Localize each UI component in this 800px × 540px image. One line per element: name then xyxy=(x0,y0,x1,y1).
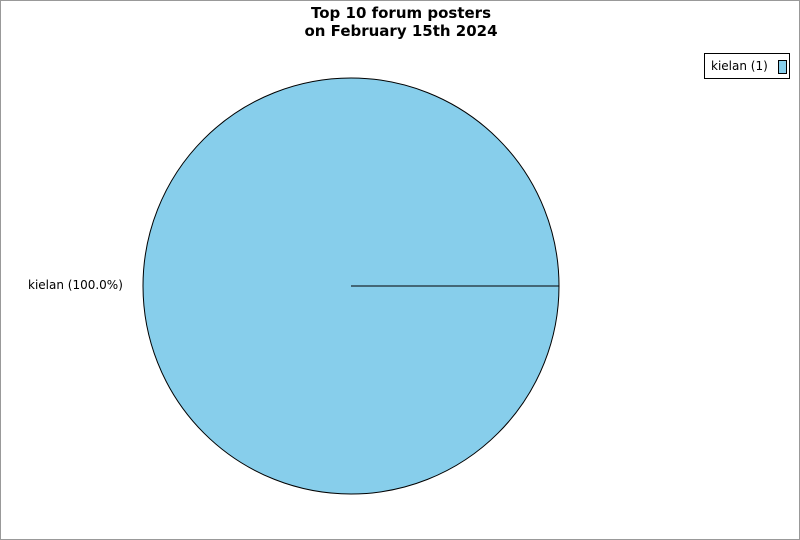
chart-title-line-2: on February 15th 2024 xyxy=(304,22,498,40)
legend-swatch-kielan xyxy=(778,60,787,74)
slice-label-kielan: kielan (100.0%) xyxy=(28,278,123,292)
legend-label-kielan: kielan (1) xyxy=(711,59,768,73)
chart-title-line-1: Top 10 forum posters xyxy=(311,4,491,22)
legend: kielan (1) xyxy=(704,53,790,79)
chart-title: Top 10 forum posters on February 15th 20… xyxy=(1,4,799,40)
